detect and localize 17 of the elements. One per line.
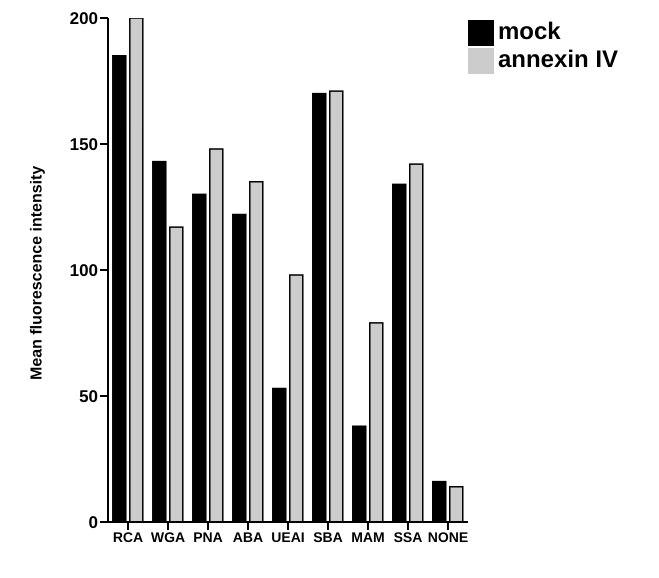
x-tick-label: WGA <box>150 528 186 545</box>
x-tick-label: SBA <box>313 528 343 545</box>
x-tick-label: SSA <box>394 528 422 545</box>
y-axis-title: Mean fluorescence intensity <box>28 166 46 380</box>
y-tick-label: 100 <box>70 261 98 280</box>
legend-label: mock <box>498 18 561 45</box>
legend-label: annexin IV <box>498 46 618 73</box>
x-tick-label: NONE <box>428 528 468 545</box>
x-tick-label: RCA <box>112 528 144 545</box>
y-tick-label: 150 <box>70 135 98 154</box>
y-tick-label: 200 <box>70 9 98 28</box>
x-tick-label: ABA <box>232 528 264 545</box>
y-tick-label: 50 <box>79 387 98 406</box>
y-tick-label: 0 <box>88 513 98 532</box>
x-tick-label: MAM <box>351 528 385 545</box>
x-tick-label: PNA <box>193 528 223 545</box>
x-tick-label: UEAI <box>271 528 305 545</box>
